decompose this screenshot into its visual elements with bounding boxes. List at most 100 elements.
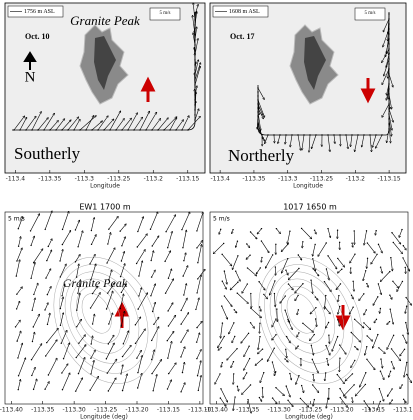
wind-origin [388,58,389,59]
wind-origin [258,281,259,282]
wind-origin [43,129,44,130]
wind-origin [388,68,389,69]
wind-origin [388,88,389,89]
wind-origin [326,358,327,359]
wind-origin [108,323,109,324]
wind-origin [194,84,195,85]
wind-origin [388,18,389,19]
wind-origin [301,385,302,386]
wind-origin [350,267,351,268]
wind-origin [340,397,341,398]
wind-origin [341,269,342,270]
wind-origin [157,129,158,130]
wind-origin [337,336,338,337]
wind-origin [367,258,368,259]
wind-origin [338,295,339,296]
wind-origin [237,386,238,387]
wind-origin [337,374,338,375]
wind-origin [380,266,381,267]
wind-origin [390,371,391,372]
wind-origin [194,14,195,15]
wind-origin [363,322,364,323]
wind-origin [287,258,288,259]
wind-origin [194,29,195,30]
wind-origin [77,246,78,247]
wind-origin [62,389,63,390]
x-tick-label: -113.40 [0,407,23,414]
wind-origin [16,260,17,261]
wind-origin [333,134,334,135]
wind-origin [195,309,196,310]
wind-origin [152,311,153,312]
wind-origin [366,335,367,336]
wind-origin [388,33,389,34]
x-tick-label: -113.25 [94,407,117,414]
wind-origin [259,397,260,398]
wind-origin [182,247,183,248]
wind-origin [315,296,316,297]
wind-origin [351,134,352,135]
wind-origin [275,387,276,388]
wind-origin [257,103,258,104]
wind-origin [248,333,249,334]
wind-origin [164,261,165,262]
wind-origin [250,384,251,385]
wind-origin [219,373,220,374]
wind-origin [312,359,313,360]
wind-origin [165,292,166,293]
wind-origin [375,134,376,135]
wind-origin [366,283,367,284]
wind-origin [138,295,139,296]
wind-origin [222,362,223,363]
wind-origin [262,348,263,349]
wind-origin [402,281,403,282]
wind-origin [60,276,61,277]
wind-origin [327,398,328,399]
wind-origin [257,111,258,112]
wind-origin [181,229,182,230]
north-label: N [25,69,36,85]
wind-origin [312,384,313,385]
place-label: Granite Peak [70,13,140,28]
wind-origin [339,344,340,345]
wind-origin [183,294,184,295]
wind-origin [389,294,390,295]
wind-origin [351,243,352,244]
wind-origin [287,319,288,320]
wind-origin [267,134,268,135]
wind-origin [297,295,298,296]
wind-origin [401,229,402,230]
wind-origin [312,374,313,375]
wind-origin [138,275,139,276]
wind-origin [261,240,262,241]
wind-origin [198,390,199,391]
wind-origin [16,340,17,341]
wind-origin [62,244,63,245]
wind-origin [47,294,48,295]
wind-origin [272,397,273,398]
wind-origin [60,308,61,309]
wind-origin [337,319,338,320]
wind-origin [168,278,169,279]
wind-origin [75,390,76,391]
wind-origin [312,268,313,269]
x-tick-label: -113.35 [242,176,265,183]
wind-origin [263,372,264,373]
wind-origin [194,49,195,50]
wind-origin [167,310,168,311]
wind-origin [380,308,381,309]
wind-origin [55,129,56,130]
wind-origin [108,343,109,344]
x-axis-label: Longitude (deg) [285,414,333,420]
wind-origin [169,129,170,130]
wind-origin [339,357,340,358]
wind-origin [354,253,355,254]
wind-origin [388,93,389,94]
wind-origin [194,74,195,75]
wind-origin [276,228,277,229]
wind-origin [389,321,390,322]
wind-origin [351,295,352,296]
wind-origin [153,324,154,325]
wind-origin [163,129,164,130]
x-tick-label: -113.15 [157,407,180,414]
